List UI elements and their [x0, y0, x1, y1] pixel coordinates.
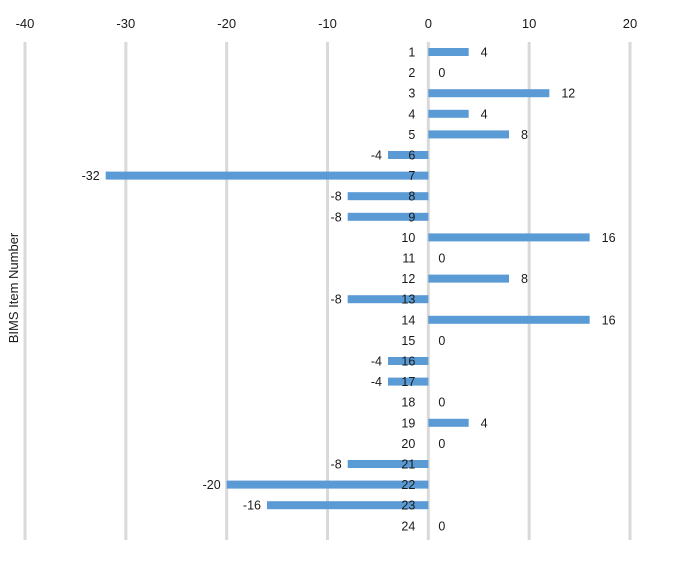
- bar-item-5: [428, 130, 509, 139]
- bar-item-23: [267, 501, 429, 510]
- data-label-item-8: -8: [331, 190, 342, 204]
- data-label-item-10: 16: [602, 231, 616, 245]
- category-label-5: 5: [408, 128, 415, 142]
- x-tick-label--20: -20: [217, 16, 236, 31]
- category-label-22: 22: [401, 478, 415, 492]
- data-label-item-11: 0: [438, 252, 445, 266]
- data-label-item-7: -32: [82, 169, 100, 183]
- category-label-19: 19: [401, 416, 415, 430]
- data-label-item-24: 0: [438, 519, 445, 533]
- x-tick-label--10: -10: [318, 16, 337, 31]
- x-tick-label--40: -40: [16, 16, 35, 31]
- category-label-18: 18: [401, 396, 415, 410]
- x-tick-label-10: 10: [522, 16, 536, 31]
- bar-item-14: [428, 315, 590, 324]
- bar-item-6: [388, 151, 429, 159]
- data-label-item-12: 8: [521, 272, 528, 286]
- data-label-item-20: 0: [438, 437, 445, 451]
- category-label-4: 4: [408, 107, 415, 121]
- data-label-item-5: 8: [521, 128, 528, 142]
- data-label-item-16: -4: [371, 355, 382, 369]
- y-axis-label: BIMS Item Number: [6, 232, 21, 343]
- data-label-item-6: -4: [371, 149, 382, 163]
- category-label-17: 17: [401, 375, 415, 389]
- x-axis-ticks: -40 -30 -20 -10 0 10 20: [16, 16, 638, 31]
- category-label-1: 1: [408, 46, 415, 60]
- category-label-9: 9: [408, 210, 415, 224]
- bar-item-13: [347, 295, 429, 304]
- category-label-15: 15: [401, 334, 415, 348]
- bar-item-22: [226, 480, 429, 489]
- category-label-12: 12: [401, 272, 415, 286]
- bars: [105, 48, 590, 510]
- category-label-10: 10: [401, 231, 415, 245]
- data-label-item-21: -8: [331, 458, 342, 472]
- bar-item-3: [428, 89, 550, 98]
- bar-item-7: [105, 171, 429, 180]
- bar-item-16: [388, 357, 429, 365]
- category-label-7: 7: [408, 169, 415, 183]
- category-label-11: 11: [402, 252, 415, 266]
- gridlines: [23, 42, 632, 540]
- category-label-16: 16: [401, 355, 415, 369]
- bar-item-12: [428, 274, 509, 283]
- data-label-item-19: 4: [481, 416, 488, 430]
- data-label-item-22: -20: [203, 478, 221, 492]
- data-label-item-17: -4: [371, 375, 382, 389]
- category-label-21: 21: [401, 458, 415, 472]
- category-label-20: 20: [401, 437, 415, 451]
- category-label-2: 2: [408, 66, 415, 80]
- category-label-23: 23: [401, 499, 415, 513]
- bar-item-10: [428, 233, 590, 242]
- category-label-24: 24: [401, 519, 415, 533]
- x-tick-label-0: 0: [425, 16, 432, 31]
- data-label-item-23: -16: [243, 499, 261, 513]
- category-label-14: 14: [401, 313, 415, 327]
- bar-item-8: [347, 192, 429, 201]
- bar-item-9: [347, 212, 429, 221]
- category-label-13: 13: [401, 293, 415, 307]
- data-label-item-14: 16: [602, 313, 616, 327]
- data-label-item-18: 0: [438, 396, 445, 410]
- data-label-item-9: -8: [331, 210, 342, 224]
- bar-item-1: [428, 48, 469, 56]
- bar-item-4: [428, 109, 469, 118]
- x-tick-label-20: 20: [623, 16, 637, 31]
- data-label-item-1: 4: [481, 46, 488, 60]
- bar-item-17: [388, 377, 429, 386]
- bar-item-19: [428, 418, 469, 427]
- data-label-item-2: 0: [438, 66, 445, 80]
- data-label-item-3: 12: [561, 87, 575, 101]
- category-label-6: 6: [408, 149, 415, 163]
- data-label-item-15: 0: [438, 334, 445, 348]
- data-label-item-4: 4: [481, 107, 488, 121]
- category-label-3: 3: [408, 87, 415, 101]
- data-label-item-13: -8: [331, 293, 342, 307]
- bar-item-21: [347, 460, 429, 468]
- category-label-8: 8: [408, 190, 415, 204]
- x-tick-label--30: -30: [116, 16, 135, 31]
